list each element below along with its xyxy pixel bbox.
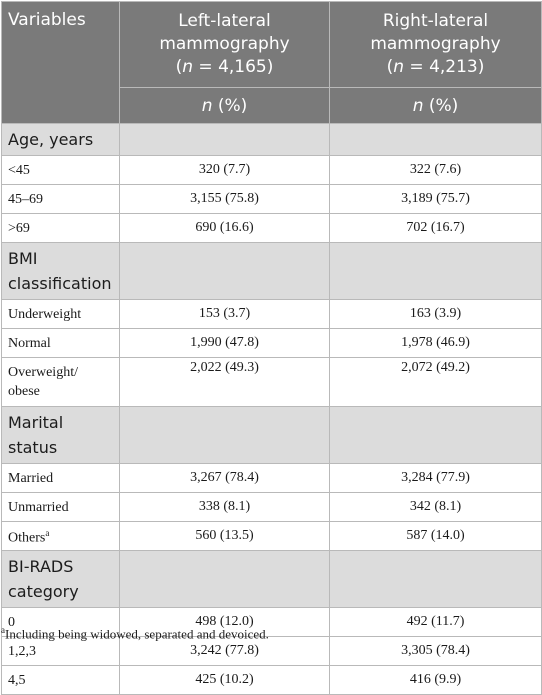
right-value: 322 (7.6)	[329, 155, 542, 185]
left-value: 560 (13.5)	[119, 521, 330, 551]
left-value: 690 (16.6)	[119, 213, 330, 243]
row-label: 0	[1, 607, 120, 637]
left-value: 338 (8.1)	[119, 492, 330, 522]
header-left-n-rest: = 4,165)	[193, 57, 274, 77]
table-row: Normal 1,990 (47.8) 1,978 (46.9)	[1, 328, 542, 358]
right-value: 3,305 (78.4)	[329, 636, 542, 666]
table-row: Overweight/obese 2,022 (49.3) 2,072 (49.…	[1, 357, 542, 407]
section-empty-cell	[329, 123, 542, 156]
section-empty-cell	[329, 242, 542, 300]
row-label-text: Others	[8, 530, 46, 546]
right-value: 702 (16.7)	[329, 213, 542, 243]
header-right-n-var: n	[393, 57, 405, 77]
subheader-right-pct: (%)	[423, 95, 459, 116]
left-value: 3,267 (78.4)	[119, 463, 330, 493]
section-label-bmi: BMI classification	[1, 242, 120, 300]
left-value: 425 (10.2)	[119, 665, 330, 695]
header-left-n: (n = 4,165)	[176, 57, 274, 77]
row-label: <45	[1, 155, 120, 185]
section-row-age: Age, years	[1, 123, 542, 156]
table-footnote: aIncluding being widowed, separated and …	[1, 625, 269, 642]
row-label-line2: obese	[8, 384, 40, 399]
section-row-bmi: BMI classification	[1, 242, 542, 300]
section-label-birads-line1: BI-RADS	[8, 557, 74, 576]
row-label: Othersa	[1, 521, 120, 551]
footnote-marker: a	[45, 528, 50, 539]
right-value: 163 (3.9)	[329, 299, 542, 329]
row-label: Underweight	[1, 299, 120, 329]
section-empty-cell	[119, 242, 330, 300]
section-label-birads: BI-RADS category	[1, 550, 120, 608]
section-label-age: Age, years	[1, 123, 120, 156]
row-label: 4,5	[1, 665, 120, 695]
subheader-left: n (%)	[119, 87, 330, 124]
section-empty-cell	[119, 550, 330, 608]
subheader-left-pct: (%)	[212, 95, 248, 116]
table-row: >69 690 (16.6) 702 (16.7)	[1, 213, 542, 243]
row-label: Unmarried	[1, 492, 120, 522]
right-value: 3,189 (75.7)	[329, 184, 542, 214]
section-label-bmi-line1: BMI	[8, 249, 38, 268]
table-row: 45–69 3,155 (75.8) 3,189 (75.7)	[1, 184, 542, 214]
table-row: <45 320 (7.7) 322 (7.6)	[1, 155, 542, 185]
table-row: Othersa 560 (13.5) 587 (14.0)	[1, 521, 542, 551]
header-right-line2: mammography	[370, 34, 501, 54]
row-label: Normal	[1, 328, 120, 358]
subheader-left-n: n	[201, 95, 213, 116]
header-left-n-prefix: (	[175, 57, 183, 77]
header-right-n-prefix: (	[386, 57, 394, 77]
header-left-line1: Left-lateral	[178, 11, 271, 31]
section-empty-cell	[119, 123, 330, 156]
row-label: 45–69	[1, 184, 120, 214]
row-label-line1: Overweight/	[8, 365, 78, 380]
header-left-lateral: Left-lateral mammography (n = 4,165)	[119, 1, 330, 88]
section-empty-cell	[329, 406, 542, 464]
row-label: Overweight/obese	[1, 357, 120, 407]
left-value: 1,990 (47.8)	[119, 328, 330, 358]
left-value: 3,155 (75.8)	[119, 184, 330, 214]
row-label: Married	[1, 463, 120, 493]
header-right-lateral: Right-lateral mammography (n = 4,213)	[329, 1, 542, 88]
right-value: 492 (11.7)	[329, 607, 542, 637]
right-value: 342 (8.1)	[329, 492, 542, 522]
header-right-n-rest: = 4,213)	[404, 57, 485, 77]
table-header: Variables Left-lateral mammography (n = …	[1, 1, 542, 124]
table-row: Underweight 153 (3.7) 163 (3.9)	[1, 299, 542, 329]
table-row: Unmarried 338 (8.1) 342 (8.1)	[1, 492, 542, 522]
header-left-n-var: n	[182, 57, 194, 77]
header-left-line2: mammography	[159, 34, 290, 54]
table-row: 0 498 (12.0) 492 (11.7)	[1, 607, 542, 637]
subheader-right-n: n	[412, 95, 424, 116]
row-label: >69	[1, 213, 120, 243]
right-value: 416 (9.9)	[329, 665, 542, 695]
right-value: 2,072 (49.2)	[329, 357, 542, 407]
left-value: 2,022 (49.3)	[119, 357, 330, 407]
right-value: 1,978 (46.9)	[329, 328, 542, 358]
header-right-line1: Right-lateral	[382, 11, 489, 31]
right-value: 587 (14.0)	[329, 521, 542, 551]
footnote-text: Including being widowed, separated and d…	[5, 626, 269, 642]
section-label-marital: Marital status	[1, 406, 120, 464]
table-row: Married 3,267 (78.4) 3,284 (77.9)	[1, 463, 542, 493]
header-right-n: (n = 4,213)	[387, 57, 485, 77]
subheader-right: n (%)	[329, 87, 542, 124]
table-body: Age, years <45 320 (7.7) 322 (7.6) 45–69…	[1, 123, 542, 695]
section-label-birads-line2: category	[8, 582, 79, 601]
right-value: 3,284 (77.9)	[329, 463, 542, 493]
left-value: 153 (3.7)	[119, 299, 330, 329]
table-row: 4,5 425 (10.2) 416 (9.9)	[1, 665, 542, 695]
footnote-marker: a	[1, 625, 5, 635]
section-label-bmi-line2: classification	[8, 274, 112, 293]
section-empty-cell	[119, 406, 330, 464]
section-row-marital: Marital status	[1, 406, 542, 464]
section-row-birads: BI-RADS category	[1, 550, 542, 608]
header-variables: Variables	[1, 1, 120, 124]
left-value: 320 (7.7)	[119, 155, 330, 185]
section-empty-cell	[329, 550, 542, 608]
